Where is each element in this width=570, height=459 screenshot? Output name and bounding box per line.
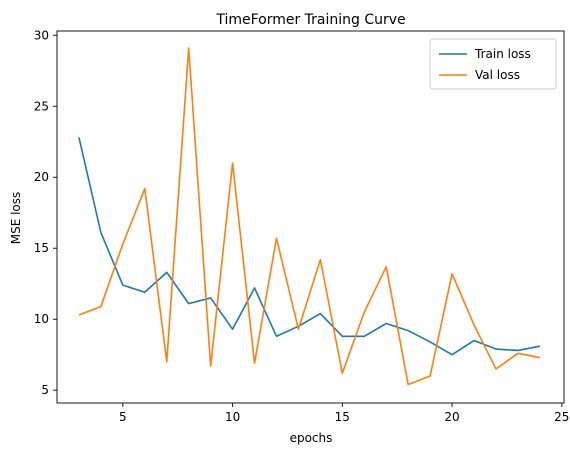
y-tick-label: 25 [34, 99, 49, 113]
y-axis-label: MSE loss [9, 192, 23, 245]
y-tick-label: 10 [34, 312, 49, 326]
x-tick-label: 15 [335, 410, 350, 424]
series-line-val-loss [78, 47, 541, 386]
y-tick-label: 15 [34, 241, 49, 255]
x-tick-label: 10 [225, 410, 240, 424]
y-tick-label: 5 [41, 383, 49, 397]
legend-box [429, 38, 557, 90]
chart-title: TimeFormer Training Curve [215, 12, 405, 28]
x-tick-label: 25 [554, 410, 569, 424]
y-tick-label: 30 [34, 28, 49, 42]
x-tick-label: 5 [119, 410, 127, 424]
x-tick-label: 20 [444, 410, 459, 424]
series-line-train-loss [78, 137, 541, 356]
y-tick-label: 20 [34, 170, 49, 184]
plot-area: 5 10 15 20 25 5 10 15 20 25 30 Train loss Val loss [34, 28, 570, 424]
legend-label-train-loss: Train loss [474, 47, 531, 61]
axes-frame [56, 30, 565, 404]
x-axis-label: epochs [290, 431, 333, 445]
legend-label-val-loss: Val loss [475, 68, 520, 82]
